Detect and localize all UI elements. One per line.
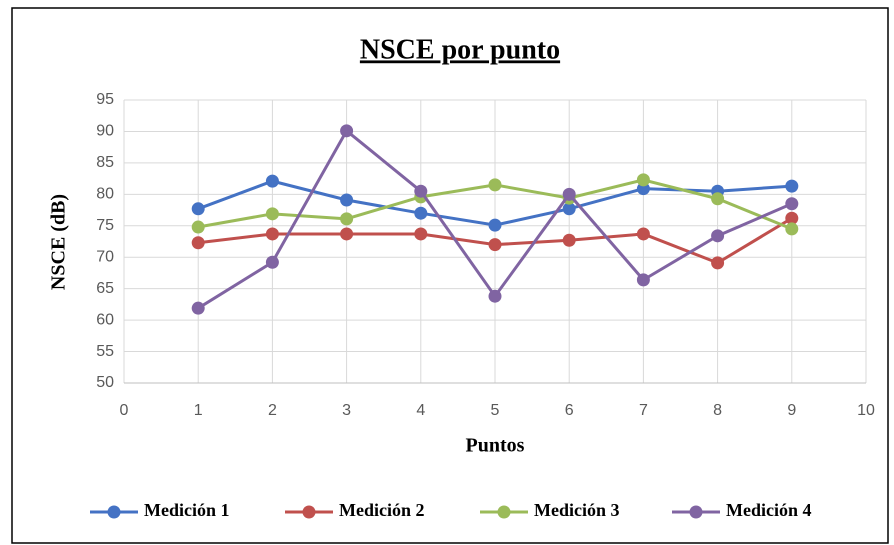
data-point: [636, 227, 650, 241]
x-tick-label: 10: [857, 402, 875, 419]
y-tick-label: 80: [96, 186, 114, 203]
data-point: [488, 218, 502, 232]
legend-label: Medición 4: [726, 500, 812, 520]
data-point: [414, 227, 428, 241]
data-point: [711, 229, 725, 243]
legend-marker: [497, 505, 511, 519]
chart-border: [11, 7, 889, 544]
y-tick-label: 75: [96, 217, 114, 234]
data-point: [488, 289, 502, 303]
y-tick-label: 55: [96, 343, 114, 360]
x-tick-label: 4: [416, 402, 425, 419]
x-tick-label: 8: [713, 402, 722, 419]
y-tick-label: 90: [96, 123, 114, 140]
data-point: [191, 220, 205, 234]
data-point: [785, 222, 799, 236]
x-tick-label: 7: [639, 402, 648, 419]
data-point: [340, 193, 354, 207]
y-tick-label: 95: [96, 91, 114, 108]
legend-label: Medición 3: [534, 500, 620, 520]
data-point: [414, 184, 428, 198]
data-point: [562, 233, 576, 247]
legend-label: Medición 2: [339, 500, 425, 520]
data-point: [414, 206, 428, 220]
chart-title: NSCE por punto: [360, 34, 560, 65]
data-point: [711, 256, 725, 270]
data-point: [191, 301, 205, 315]
data-point: [488, 238, 502, 252]
data-point: [562, 187, 576, 201]
legend-label: Medición 1: [144, 500, 230, 520]
data-point: [785, 197, 799, 211]
y-tick-label: 50: [96, 374, 114, 391]
y-axis-label: NSCE (dB): [48, 194, 70, 290]
x-axis-label: Puntos: [466, 435, 525, 457]
data-point: [265, 255, 279, 269]
y-tick-label: 65: [96, 280, 114, 297]
data-point: [711, 192, 725, 206]
data-point: [562, 202, 576, 216]
y-tick-label: 60: [96, 311, 114, 328]
y-tick-label: 85: [96, 154, 114, 171]
data-point: [191, 202, 205, 216]
data-point: [636, 273, 650, 287]
data-point: [265, 207, 279, 221]
data-point: [785, 179, 799, 193]
x-tick-label: 2: [268, 402, 277, 419]
data-point: [340, 227, 354, 241]
x-tick-label: 6: [565, 402, 574, 419]
data-point: [636, 173, 650, 187]
x-tick-label: 9: [787, 402, 796, 419]
x-tick-label: 1: [194, 402, 203, 419]
data-point: [785, 211, 799, 225]
data-point: [265, 174, 279, 188]
data-point: [265, 227, 279, 241]
x-tick-label: 0: [120, 402, 129, 419]
legend-marker: [302, 505, 316, 519]
y-tick-label: 70: [96, 248, 114, 265]
x-tick-label: 3: [342, 402, 351, 419]
data-point: [340, 124, 354, 138]
legend-marker: [689, 505, 703, 519]
x-tick-label: 5: [491, 402, 500, 419]
data-point: [340, 212, 354, 226]
legend-marker: [107, 505, 121, 519]
data-point: [488, 178, 502, 192]
data-point: [191, 236, 205, 250]
